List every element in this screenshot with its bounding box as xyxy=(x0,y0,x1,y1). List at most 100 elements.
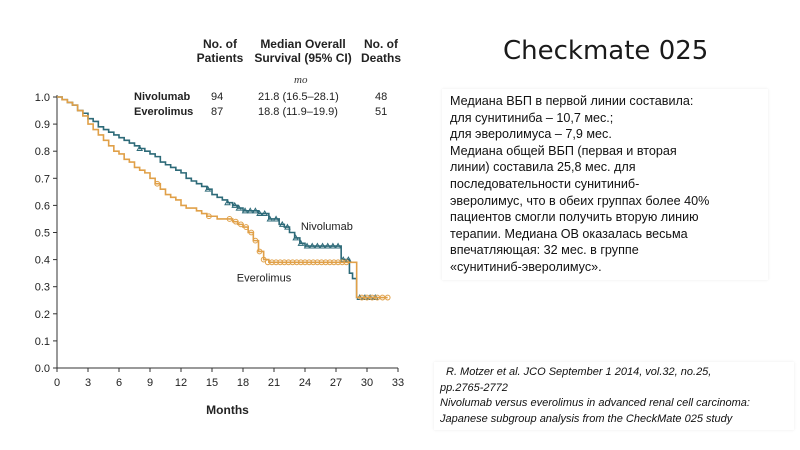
y-tick-label: 1.0 xyxy=(35,92,50,104)
row-deaths-nivolumab: 48 xyxy=(375,91,388,103)
censor-mark-everolimus xyxy=(289,259,296,266)
summary-line: линии) составила 25,8 мес. для xyxy=(450,160,636,175)
y-tick-label: 0.7 xyxy=(35,173,50,185)
y-tick-label: 0.0 xyxy=(35,363,50,375)
censor-mark-everolimus xyxy=(384,294,391,301)
x-tick-label: 12 xyxy=(175,377,187,389)
censor-mark-everolimus xyxy=(277,259,284,266)
censor-mark-everolimus xyxy=(302,259,308,266)
header-median-os: Median Overall Survival (95% CI) xyxy=(248,37,358,65)
y-tick-label: 0.9 xyxy=(35,119,50,131)
censor-mark-everolimus xyxy=(306,259,313,266)
censor-mark-everolimus xyxy=(343,259,350,266)
censor-mark-everolimus xyxy=(206,213,212,220)
censor-mark-nivolumab xyxy=(319,242,326,249)
censor-mark-nivolumab xyxy=(231,201,239,208)
x-tick-label: 30 xyxy=(361,377,373,389)
row-median-everolimus: 18.8 (11.9–19.9) xyxy=(258,106,338,118)
x-axis-label: Months xyxy=(206,403,249,417)
series-label-everolimus: Everolimus xyxy=(237,272,292,284)
censor-mark-everolimus xyxy=(335,259,341,266)
y-tick-label: 0.8 xyxy=(35,146,50,158)
censor-mark-everolimus xyxy=(281,259,288,266)
summary-line: для эверолимуса – 7,9 мес. xyxy=(450,127,612,142)
censor-mark-everolimus xyxy=(297,259,304,266)
censor-mark-nivolumab xyxy=(266,215,274,222)
reference-line: Japanese subgroup analysis from the Chec… xyxy=(440,412,733,425)
unit-label: mo xyxy=(294,74,308,86)
censor-mark-nivolumab xyxy=(235,204,243,211)
y-tick-label: 0.3 xyxy=(35,282,50,294)
censor-mark-nivolumab xyxy=(224,199,231,206)
censor-mark-everolimus xyxy=(314,259,321,266)
summary-line: впечатляющая: 32 мес. в группе xyxy=(450,243,639,258)
y-tick-label: 0.5 xyxy=(35,228,50,240)
censor-mark-nivolumab xyxy=(329,242,337,249)
slide-title: Checkmate 025 xyxy=(503,36,709,66)
reference-text: R. Motzer et al. JCO September 1 2014, v… xyxy=(434,362,794,430)
x-tick-label: 3 xyxy=(85,377,91,389)
censor-mark-everolimus xyxy=(232,218,239,225)
censor-mark-everolimus xyxy=(285,259,292,266)
header-deaths-line1: No. of xyxy=(364,37,398,51)
x-tick-label: 18 xyxy=(237,377,249,389)
censor-mark-everolimus xyxy=(310,259,317,266)
series-line-nivolumab xyxy=(57,96,378,299)
censor-mark-everolimus xyxy=(326,259,333,266)
row-name-everolimus: Everolimus xyxy=(134,106,194,118)
x-tick-label: 6 xyxy=(116,377,122,389)
row-name-nivolumab: Nivolumab xyxy=(134,91,191,103)
censor-mark-everolimus xyxy=(243,224,250,230)
summary-line: последовательности сунитиниб- xyxy=(450,176,640,191)
censor-mark-nivolumab xyxy=(303,242,311,249)
row-median-nivolumab: 21.8 (16.5–28.1) xyxy=(258,91,339,103)
header-deaths: No. of Deaths xyxy=(356,37,406,65)
header-patients: No. of Patients xyxy=(195,37,245,65)
censor-mark-nivolumab xyxy=(261,210,269,217)
censor-mark-nivolumab xyxy=(136,144,144,151)
censor-mark-everolimus xyxy=(238,221,244,228)
censor-mark-everolimus xyxy=(269,259,275,266)
x-tick-label: 21 xyxy=(268,377,280,389)
censor-mark-nivolumab xyxy=(314,242,321,249)
censor-mark-everolimus xyxy=(331,259,337,266)
censor-mark-nivolumab xyxy=(272,215,280,222)
y-tick-label: 0.4 xyxy=(35,255,50,267)
x-tick-label: 0 xyxy=(54,377,60,389)
censor-mark-nivolumab xyxy=(241,207,249,214)
censor-mark-everolimus xyxy=(273,259,279,266)
censor-mark-everolimus xyxy=(252,237,259,244)
header-deaths-line2: Deaths xyxy=(360,51,401,65)
summary-line: пациентов смогли получить вторую линию xyxy=(450,210,699,225)
censor-mark-nivolumab xyxy=(284,223,291,230)
reference-line: R. Motzer et al. JCO September 1 2014, v… xyxy=(446,366,712,378)
row-patients-everolimus: 87 xyxy=(211,106,224,118)
censor-mark-nivolumab xyxy=(256,210,263,217)
x-tick-label: 9 xyxy=(147,377,153,389)
censor-mark-everolimus xyxy=(154,180,161,187)
summary-line: для сунитиниба – 10,7 мес.; xyxy=(450,110,614,125)
x-tick-label: 15 xyxy=(206,377,218,389)
x-tick-label: 33 xyxy=(392,377,404,389)
censor-mark-nivolumab xyxy=(334,242,342,249)
censor-mark-nivolumab xyxy=(297,239,305,246)
x-tick-label: 27 xyxy=(330,377,342,389)
reference-line: Nivolumab versus everolimus in advanced … xyxy=(440,397,750,409)
row-patients-nivolumab: 94 xyxy=(211,91,224,103)
y-tick-label: 0.1 xyxy=(35,336,50,348)
summary-line: терапии. Медиана ОВ оказалась весьма xyxy=(450,226,688,241)
censor-mark-everolimus xyxy=(318,259,325,266)
censor-mark-nivolumab xyxy=(308,242,316,249)
y-tick-label: 0.2 xyxy=(35,309,50,321)
summary-line: «сунитиниб-эверолимус». xyxy=(450,259,602,274)
censor-mark-nivolumab xyxy=(292,234,300,241)
censor-mark-nivolumab xyxy=(246,207,254,214)
summary-line: Медиана ВБП в первой линии составила: xyxy=(450,94,694,108)
row-deaths-everolimus: 51 xyxy=(375,106,388,118)
censor-mark-nivolumab xyxy=(204,185,212,192)
reference-line: pp.2765-2772 xyxy=(440,381,508,394)
censor-mark-everolimus xyxy=(256,248,263,255)
header-median-line2: Survival (95% CI) xyxy=(254,51,352,65)
series-label-nivolumab: Nivolumab xyxy=(301,221,353,233)
